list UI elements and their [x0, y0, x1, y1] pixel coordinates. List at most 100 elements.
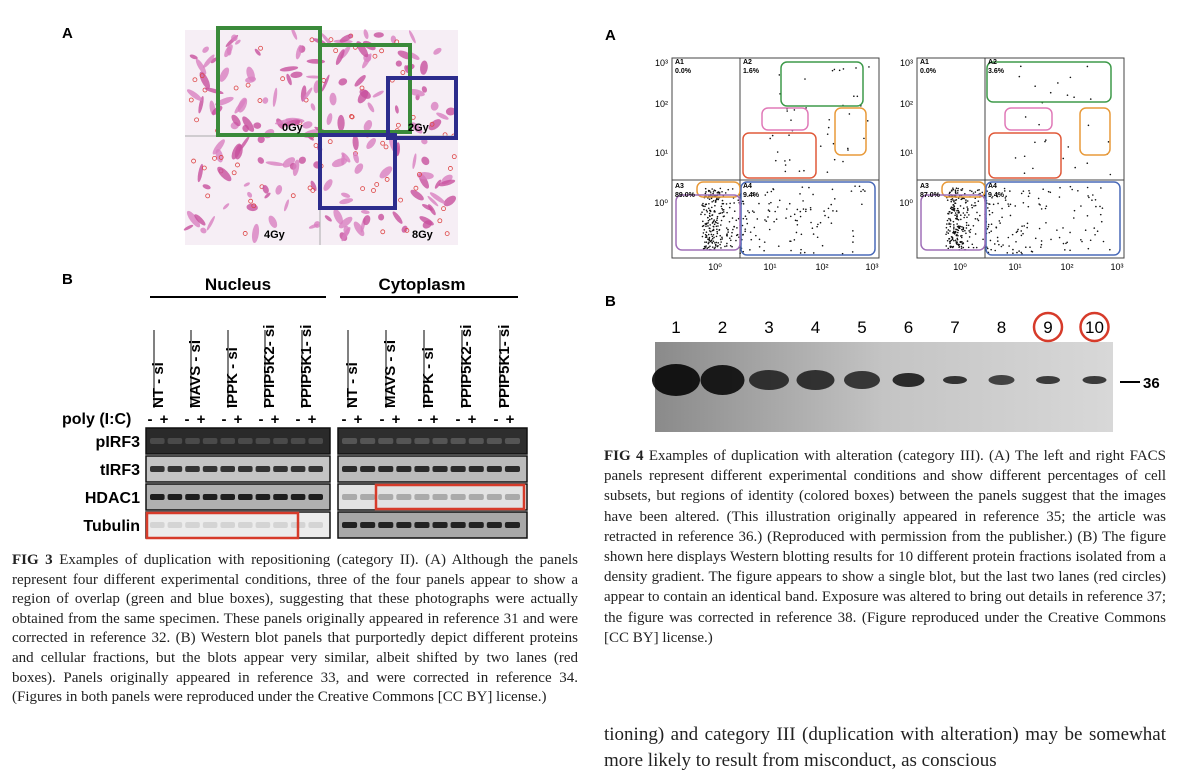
event-dot — [758, 238, 761, 241]
cell-ring — [258, 45, 263, 51]
event-dot — [848, 113, 851, 115]
gate-name: A2 — [743, 59, 752, 66]
lane-label: NT - si — [150, 362, 167, 408]
event-dot — [785, 217, 787, 219]
blot-band — [150, 438, 165, 444]
event-dot — [996, 195, 999, 198]
cell — [433, 47, 442, 55]
event-dot — [1031, 250, 1034, 253]
event-dot — [969, 189, 971, 192]
event-dot — [788, 134, 790, 136]
event-dot — [726, 233, 728, 235]
event-dot — [721, 199, 724, 202]
event-dot — [800, 248, 802, 251]
event-dot — [753, 226, 756, 229]
event-dot — [735, 239, 737, 242]
event-dot — [706, 210, 709, 213]
event-dot — [996, 193, 998, 195]
event-dot — [956, 192, 959, 194]
cell — [200, 227, 207, 234]
event-dot — [742, 233, 744, 236]
event-dot — [955, 217, 957, 220]
cell-ring — [218, 155, 224, 160]
cell-ring — [451, 154, 457, 160]
event-dot — [764, 194, 767, 196]
event-dot — [758, 245, 761, 248]
event-dot — [788, 159, 791, 161]
cell-ring — [360, 186, 366, 192]
event-dot — [742, 203, 745, 205]
event-dot — [778, 199, 781, 202]
event-dot — [705, 234, 708, 237]
cell-ring — [191, 158, 196, 164]
blot-band — [450, 466, 466, 472]
event-dot — [1012, 252, 1014, 254]
cell-ring — [192, 77, 198, 83]
cell — [254, 48, 261, 56]
event-dot — [710, 197, 713, 200]
event-dot — [1040, 208, 1043, 210]
lane-label: IPPK - si — [420, 347, 437, 408]
sign: - — [148, 411, 153, 428]
blot-band — [414, 494, 430, 500]
event-dot — [1067, 146, 1070, 148]
event-dot — [960, 198, 963, 201]
event-dot — [947, 232, 950, 235]
cell — [363, 120, 373, 132]
treatment-label: poly (I:C) — [62, 411, 131, 428]
event-dot — [956, 215, 958, 218]
event-dot — [990, 230, 993, 232]
caption-text: Examples of duplication with alteration … — [604, 448, 1166, 646]
event-dot — [947, 212, 950, 215]
facs-plot: A1 0.0% A2 1.6% A3 89.0% A4 9.4% 10⁰ 10⁰ 10¹ 10¹ 10²… — [654, 57, 880, 272]
event-dot — [952, 238, 954, 240]
event-dot — [722, 211, 725, 213]
event-dot — [711, 214, 713, 217]
event-dot — [721, 207, 723, 210]
blot-band — [167, 494, 183, 500]
event-dot — [850, 190, 853, 192]
event-dot — [972, 224, 975, 227]
event-dot — [750, 238, 753, 241]
blot-band — [504, 466, 520, 472]
event-dot — [802, 200, 804, 202]
event-dot — [1039, 204, 1041, 206]
event-dot — [1099, 213, 1102, 216]
cell — [202, 46, 209, 53]
event-dot — [1028, 192, 1031, 194]
event-dot — [951, 211, 953, 214]
event-dot — [1073, 209, 1076, 212]
event-dot — [1004, 199, 1007, 201]
event-dot — [799, 215, 802, 218]
event-dot — [1062, 242, 1065, 245]
blot-band — [308, 522, 323, 528]
event-dot — [710, 233, 713, 236]
blot-band — [396, 522, 412, 528]
sign: - — [259, 411, 264, 428]
event-dot — [784, 164, 787, 166]
cell — [354, 163, 364, 174]
event-dot — [965, 227, 968, 229]
event-dot — [832, 210, 834, 212]
protein-band — [892, 373, 925, 387]
event-dot — [1065, 242, 1067, 245]
blot-band — [167, 466, 183, 472]
event-dot — [714, 246, 716, 249]
event-dot — [979, 192, 981, 195]
event-dot — [977, 200, 980, 202]
event-dot — [708, 202, 710, 205]
event-dot — [716, 219, 718, 221]
event-dot — [774, 210, 776, 213]
group-label: Cytoplasm — [379, 275, 466, 294]
event-dot — [989, 239, 992, 242]
event-dot — [978, 189, 980, 191]
cell — [408, 88, 425, 97]
x-tick-label: 10⁰ — [953, 262, 967, 272]
event-dot — [1044, 207, 1047, 210]
event-dot — [716, 217, 719, 220]
dose-label: 2Gy — [408, 122, 430, 134]
event-dot — [809, 208, 812, 211]
event-dot — [725, 203, 728, 205]
event-dot — [955, 241, 957, 243]
event-dot — [768, 210, 771, 212]
